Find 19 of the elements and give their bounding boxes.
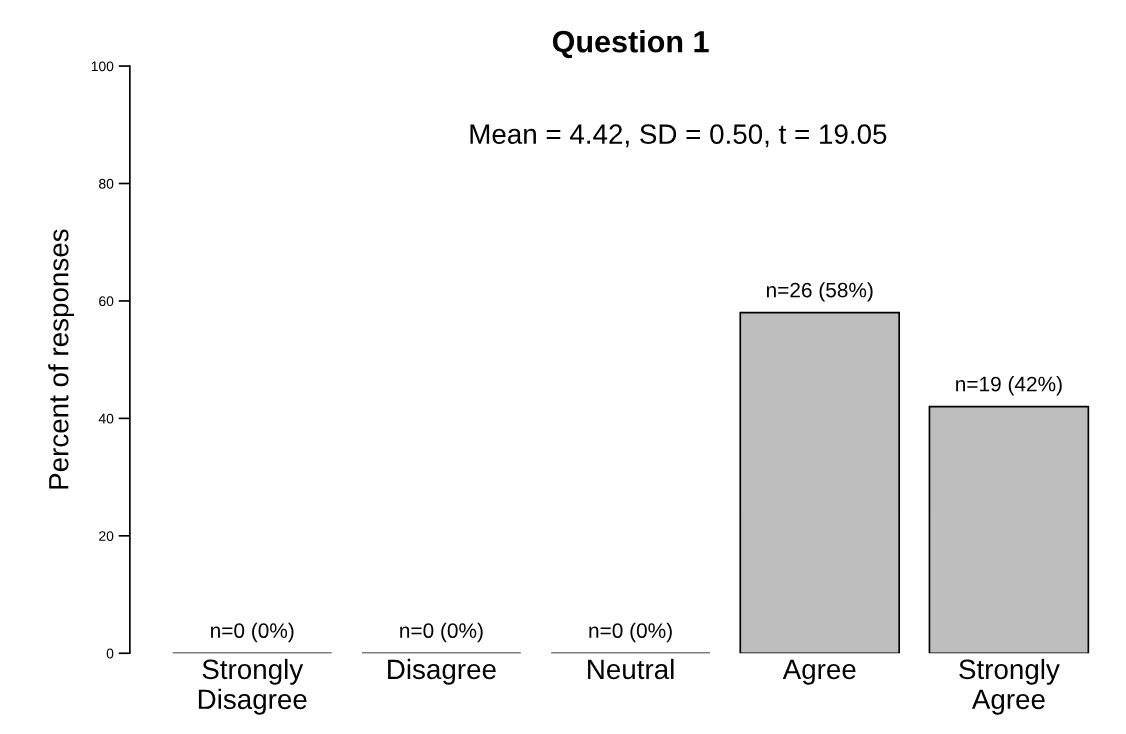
y-tick-label: 40	[98, 413, 114, 424]
y-tick-label: 80	[99, 178, 114, 189]
annotation: Mean = 4.42, SD = 0.50, t = 19.05	[470, 124, 887, 148]
x-tick-label: Agree	[782, 659, 856, 685]
y-tick-label: 20	[99, 531, 114, 541]
data-label: n=26 (58%)	[766, 282, 873, 302]
x-tick-label: Neutral	[588, 658, 674, 680]
x-tick-label: Strongly Agree	[959, 658, 1060, 715]
y-axis-title: Percent of responses	[48, 229, 75, 489]
data-label: n=19 (42%)	[956, 376, 1062, 396]
x-tick-label: Strongly Disagree	[198, 658, 307, 715]
chart-title: Question 1	[552, 30, 709, 59]
y-tick-label: 100	[91, 61, 114, 72]
data-label: n=0 (0%)	[211, 622, 294, 643]
y-tick-label: 60	[99, 296, 114, 307]
data-label: n=0 (0%)	[589, 622, 672, 643]
y-tick-label: 0	[106, 648, 114, 659]
data-label: n=0 (0%)	[400, 622, 483, 643]
x-tick-label: Disagree	[388, 658, 496, 685]
